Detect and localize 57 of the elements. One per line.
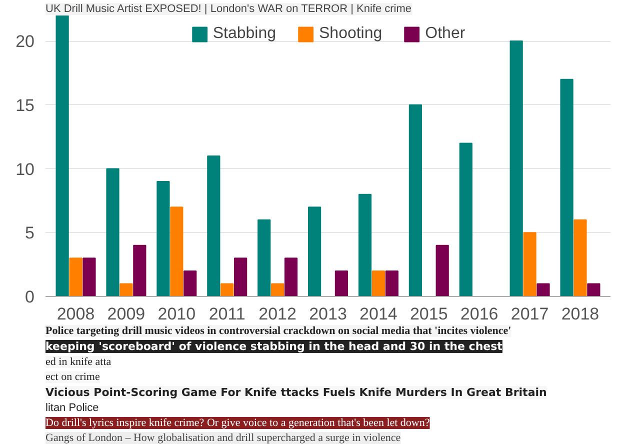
- y-tick-label: 10: [16, 160, 35, 179]
- x-tick-label: 2016: [460, 304, 498, 324]
- x-tick-label: 2015: [410, 304, 448, 324]
- bar: [82, 258, 96, 296]
- x-tick-label: 2012: [258, 304, 296, 324]
- bar: [358, 194, 372, 296]
- bar: [207, 156, 220, 296]
- x-tick-label: 2013: [309, 304, 347, 324]
- text: ed in knife atta: [46, 356, 112, 368]
- bar: [156, 181, 170, 296]
- bar: [106, 168, 120, 296]
- bar: [184, 270, 197, 296]
- bar: [372, 270, 385, 296]
- bar: [271, 283, 284, 296]
- text: Vicious Point-Scoring Game For Knife ttacks Fuels Knife Murders In Great Britain: [46, 386, 547, 399]
- text: litan Police: [46, 402, 99, 414]
- bar: [574, 219, 587, 296]
- x-tick-label: 2018: [561, 304, 600, 324]
- y-tick-label: 5: [25, 224, 35, 243]
- y-tick-label: 0: [25, 288, 35, 306]
- x-tick-label: 2017: [510, 304, 549, 324]
- bar: [523, 232, 536, 296]
- x-tick-label: 2009: [107, 304, 146, 324]
- x-tick-label: 2011: [208, 304, 246, 324]
- bar: [284, 258, 298, 296]
- y-tick-label: 20: [16, 32, 35, 52]
- bar: [120, 283, 133, 296]
- bar: [334, 270, 348, 296]
- legend-label: Stabbing: [212, 25, 276, 43]
- text: ect on crime: [46, 371, 100, 383]
- x-tick-label: 2010: [158, 304, 196, 324]
- bar: [258, 219, 271, 296]
- bar: [56, 16, 69, 296]
- text: Gangs of London – How globalisation and drill supercharged a surge in violence: [46, 432, 401, 444]
- text: Do drill's lyrics inspire knife crime? Or give voice to a generation that's been let down?: [46, 417, 430, 429]
- text: Police targeting drill music videos in controversial crackdown on social media that 'incites violence': [46, 325, 512, 337]
- x-tick-label: 2014: [360, 304, 398, 324]
- bar: [234, 258, 248, 296]
- legend-label: Other: [425, 25, 466, 43]
- bar: [385, 270, 398, 296]
- text: UK Drill Music Artist EXPOSED! | London's WAR on TERROR | Knife crime: [46, 3, 412, 15]
- text: keeping 'scoreboard' of violence stabbing in the head and 30 in the chest: [46, 340, 502, 353]
- y-tick-label: 15: [16, 96, 35, 115]
- bar: [69, 258, 82, 296]
- bar: [133, 244, 146, 296]
- x-tick-label: 2008: [56, 304, 95, 324]
- bar: [308, 206, 322, 296]
- bar: [510, 40, 523, 296]
- bar: [170, 206, 184, 296]
- bar: [536, 283, 550, 296]
- bar: [459, 142, 472, 296]
- bar: [408, 104, 422, 296]
- bar: [220, 283, 234, 296]
- bar: [587, 283, 600, 296]
- legend-label: Shooting: [318, 25, 382, 43]
- bar: [436, 244, 449, 296]
- bar: [560, 78, 574, 296]
